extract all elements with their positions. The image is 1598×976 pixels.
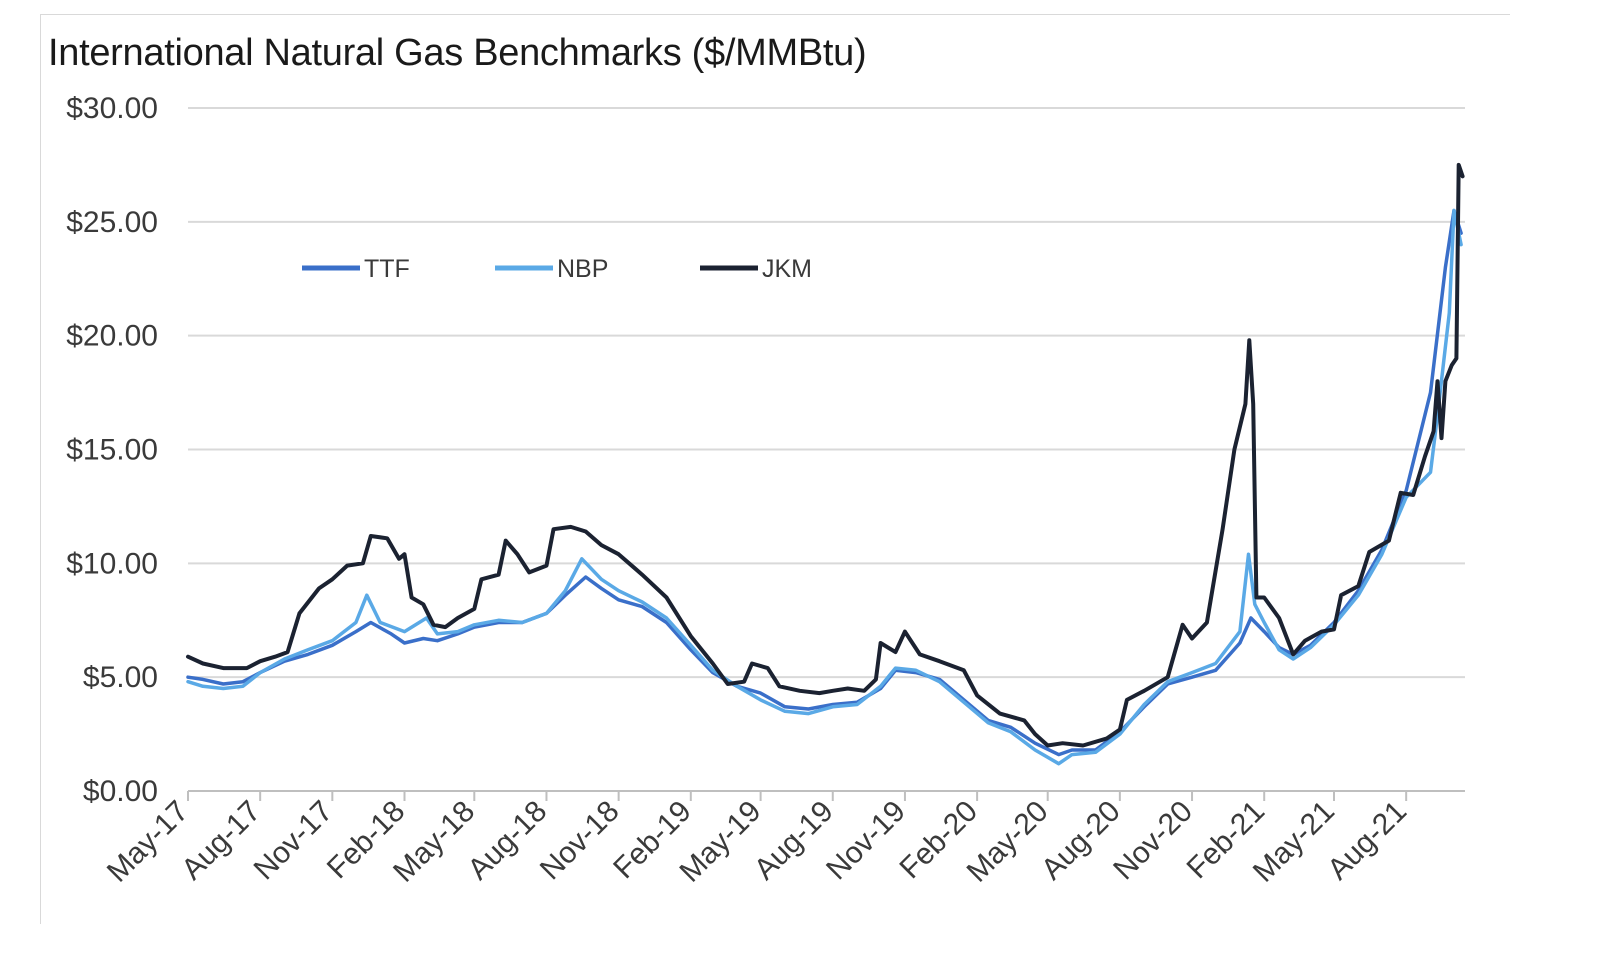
x-tick-label: Nov-18 — [534, 795, 626, 887]
x-tick-label: Nov-20 — [1107, 795, 1199, 887]
legend: TTF NBP JKM — [302, 255, 812, 283]
y-axis-labels: $0.00 $5.00 $10.00 $15.00 $20.00 $25.00 $30.00 — [66, 92, 158, 808]
legend-label: JKM — [762, 255, 812, 283]
y-tick-label: $10.00 — [66, 547, 158, 580]
legend-label: NBP — [557, 255, 608, 283]
y-tick-label: $20.00 — [66, 320, 158, 353]
x-tick-label: May-17 — [101, 795, 195, 889]
series-line-jkm — [186, 162, 1465, 748]
chart-frame — [40, 14, 1510, 924]
x-tick-label: Aug-19 — [748, 795, 840, 887]
legend-label: TTF — [364, 255, 410, 283]
gridlines — [188, 107, 1465, 679]
x-tick-label: Aug-18 — [462, 795, 554, 887]
x-axis-labels: May-17Aug-17Nov-17Feb-18May-18Aug-18Nov-… — [101, 795, 1413, 889]
x-tick-label: Aug-17 — [175, 795, 267, 887]
x-tick-label: Nov-19 — [820, 795, 912, 887]
y-tick-label: $25.00 — [66, 206, 158, 239]
y-tick-label: $5.00 — [83, 661, 158, 694]
series-lines — [186, 162, 1465, 766]
y-tick-label: $30.00 — [66, 92, 158, 125]
chart-title: International Natural Gas Benchmarks ($/… — [48, 32, 867, 74]
x-axis — [187, 790, 1465, 801]
x-tick-label: Aug-20 — [1035, 795, 1127, 887]
x-tick-label: Nov-17 — [248, 795, 340, 887]
y-tick-label: $15.00 — [66, 434, 158, 467]
y-tick-label: $0.00 — [83, 775, 158, 808]
series-line-nbp — [186, 208, 1463, 766]
x-tick-label: Aug-21 — [1321, 795, 1413, 887]
series-line-ttf — [186, 208, 1463, 757]
